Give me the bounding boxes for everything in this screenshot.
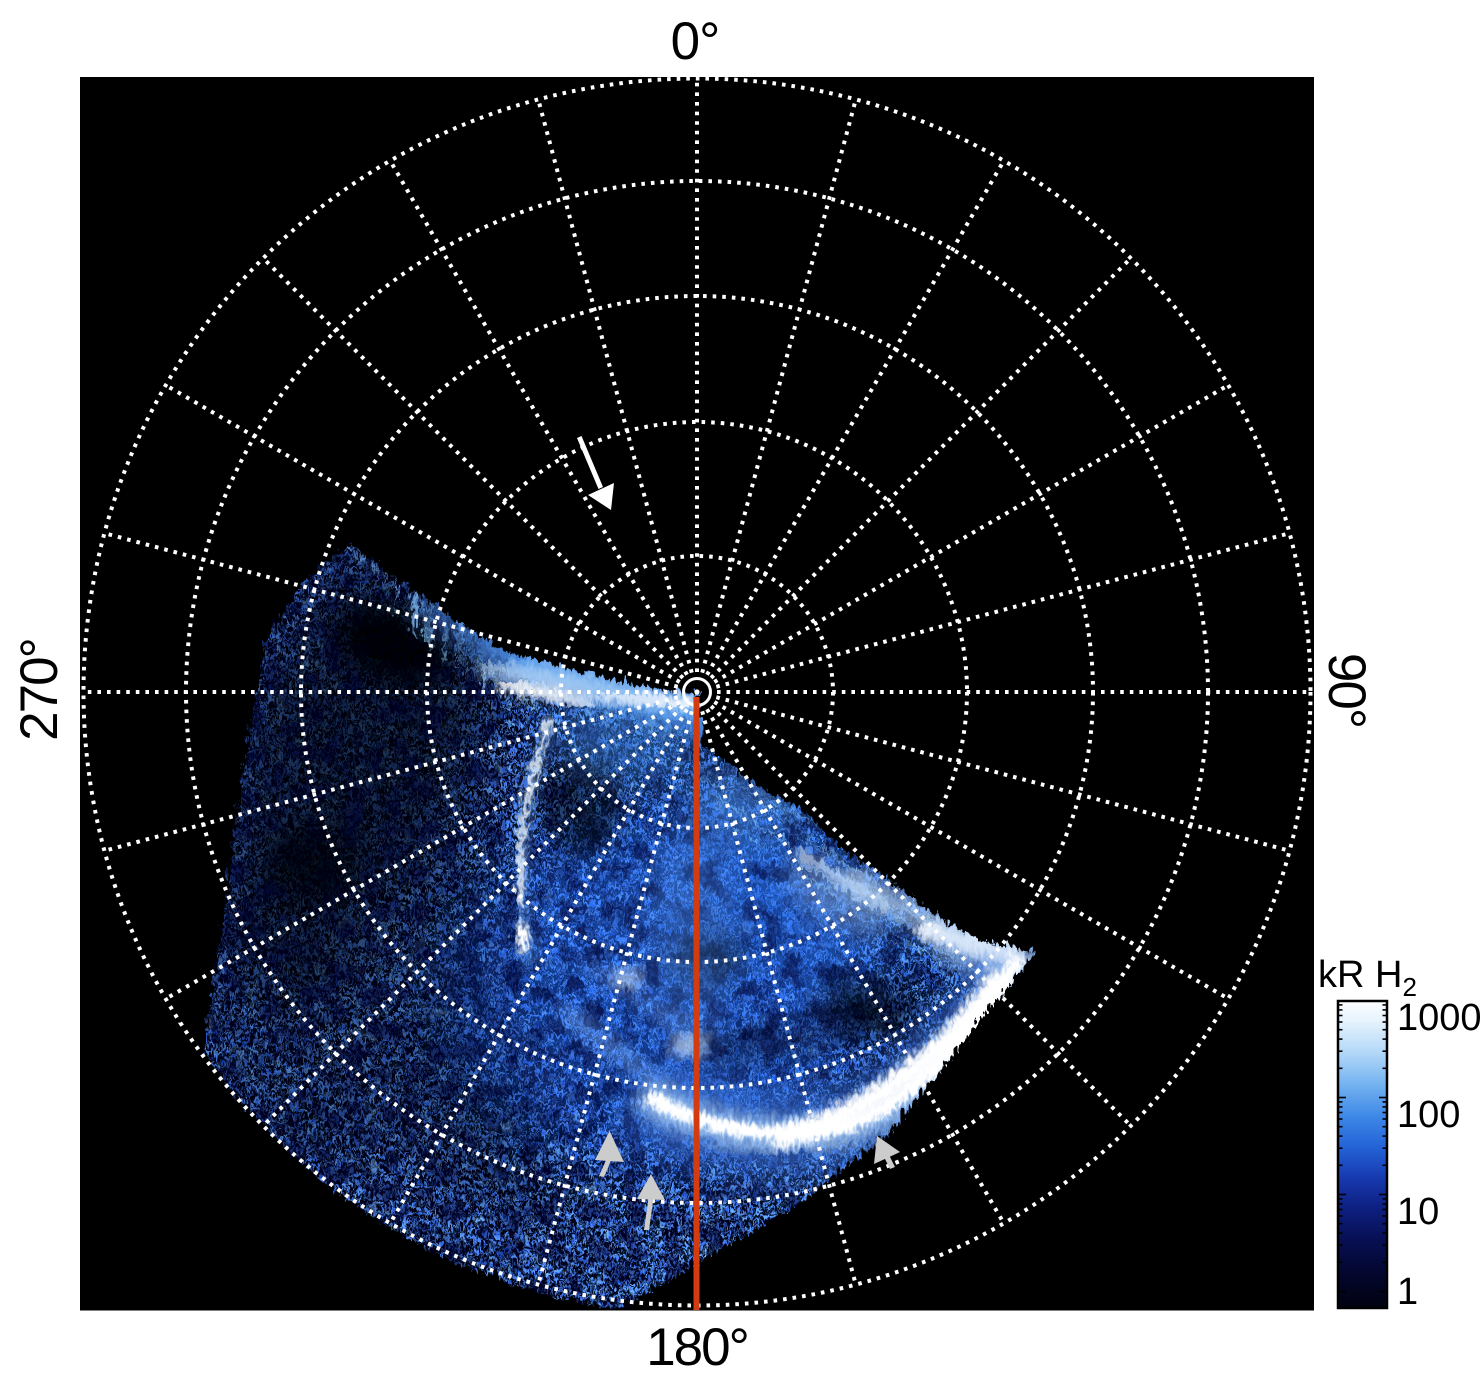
svg-text:10: 10 (1397, 1191, 1439, 1233)
svg-text:0°: 0° (671, 12, 720, 71)
svg-text:270°: 270° (10, 639, 69, 741)
svg-text:1000: 1000 (1397, 997, 1481, 1039)
svg-text:kR H2: kR H2 (1318, 954, 1417, 1002)
svg-text:100: 100 (1397, 1094, 1460, 1136)
svg-text:1: 1 (1397, 1271, 1418, 1313)
svg-text:90°: 90° (1317, 653, 1376, 727)
svg-text:180°: 180° (646, 1318, 748, 1377)
